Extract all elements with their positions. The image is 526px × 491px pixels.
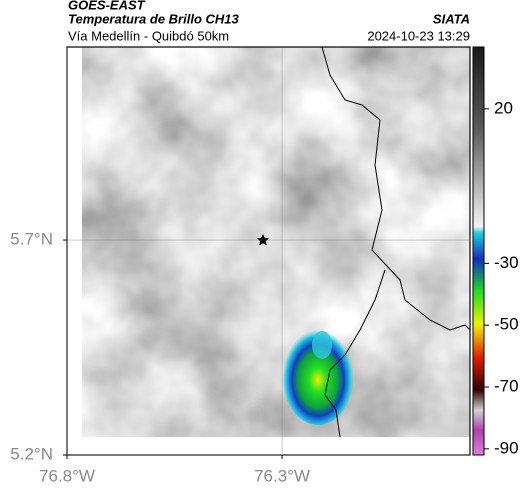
y-tick-label: 5.7°N	[10, 230, 53, 249]
convective-cell	[282, 325, 354, 425]
cloud-field	[82, 47, 470, 437]
location-marker	[257, 234, 269, 246]
colorbar-tick-label: -90	[494, 438, 519, 457]
colorbar-tick-label: -50	[494, 315, 519, 334]
y-tick-label: 5.2°N	[10, 444, 53, 463]
x-tick-label: 76.8°W	[39, 466, 95, 485]
region: Vía Medellín - Quibdó 50km	[68, 28, 229, 43]
colorbar	[472, 46, 485, 456]
border	[324, 269, 386, 437]
colorbar-tick-label: -70	[494, 376, 519, 395]
convective-cell-edge	[312, 331, 332, 359]
source: GOES-EAST	[68, 0, 146, 12]
satellite-image	[82, 47, 470, 437]
timestamp: 2024-10-23 13:29	[367, 28, 470, 43]
colorbar-tick-label: 20	[494, 98, 513, 117]
x-tick-label: 76.3°W	[254, 466, 310, 485]
product: Temperatura de Brillo CH13	[68, 11, 240, 26]
agency: SIATA	[433, 11, 470, 26]
colorbar-tick-label: -30	[494, 253, 519, 272]
border	[321, 47, 470, 331]
